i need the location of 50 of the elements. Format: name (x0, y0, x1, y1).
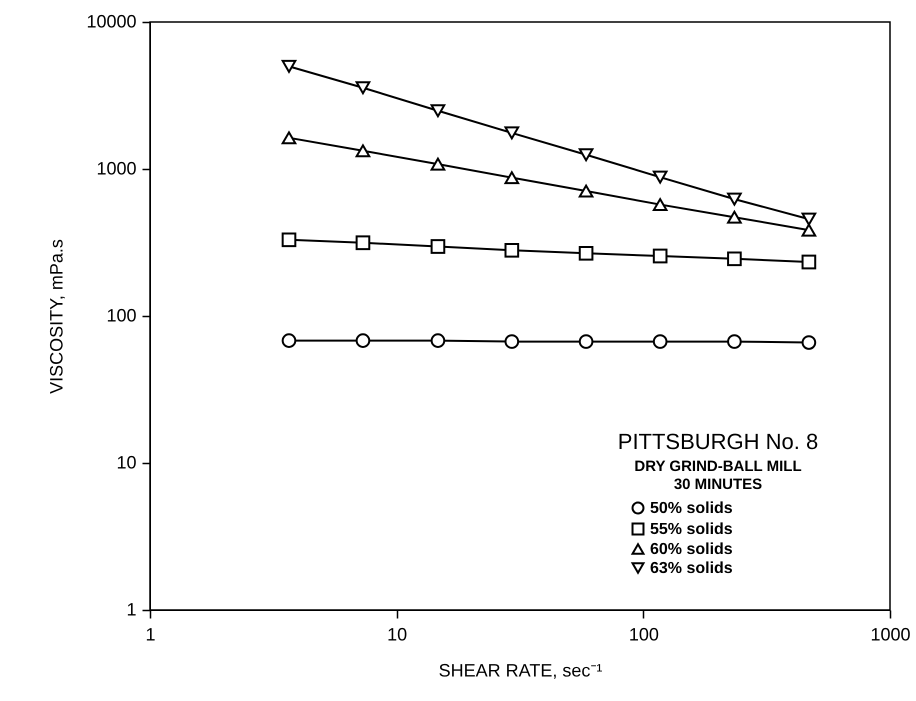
x-tick-label: 100 (628, 624, 659, 644)
point (504, 242, 520, 258)
point (652, 248, 668, 264)
point (727, 210, 742, 224)
annotation: DRY GRIND-BALL MILL (634, 458, 802, 475)
point (356, 144, 370, 158)
point (430, 158, 446, 171)
point (356, 235, 370, 250)
point (802, 254, 816, 270)
point (802, 335, 816, 350)
point (282, 232, 296, 248)
point (282, 60, 296, 73)
point (430, 333, 446, 348)
point (430, 239, 446, 254)
x-tick-label: 10 (387, 624, 408, 644)
point (578, 334, 594, 349)
annotation: PITTSBURGH No. 8 (618, 429, 818, 454)
point (727, 192, 742, 206)
point (356, 333, 370, 348)
y-tick-label: 1 (126, 600, 136, 620)
legend-label: 60% solids (650, 541, 733, 558)
point (652, 198, 668, 212)
x-tick-label: 1 (145, 624, 156, 644)
legend-label: 50% solids (650, 500, 733, 517)
point (802, 224, 816, 237)
point (504, 126, 520, 140)
point (504, 334, 520, 349)
point (356, 81, 370, 94)
legend-label: 63% solids (650, 560, 733, 577)
y-tick-label: 10 (116, 452, 136, 472)
point (578, 184, 594, 198)
point (652, 334, 668, 349)
point (578, 148, 594, 162)
y-axis-title: VISCOSITY, mPa.s (46, 239, 66, 394)
y-tick-label: 10000 (86, 12, 136, 32)
legend-label: 55% solids (650, 521, 733, 538)
point (282, 131, 296, 144)
y-tick-label: 100 (106, 306, 136, 326)
point (727, 251, 742, 266)
point (802, 212, 816, 226)
point (652, 170, 668, 184)
x-axis-title: SHEAR RATE, sec⁻¹ (438, 660, 602, 680)
x-tick-label: 1000 (870, 624, 911, 644)
y-tick-label: 1000 (96, 158, 136, 178)
point (430, 104, 446, 118)
point (504, 171, 520, 184)
point (578, 246, 594, 261)
annotation: 30 MINUTES (674, 476, 762, 493)
point (727, 334, 742, 349)
point (282, 333, 296, 348)
